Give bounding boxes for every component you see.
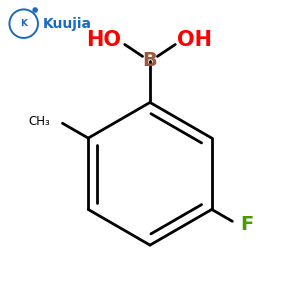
Text: HO: HO xyxy=(86,30,122,50)
Text: OH: OH xyxy=(177,30,212,50)
Text: K: K xyxy=(20,19,27,28)
Text: Kuujia: Kuujia xyxy=(42,17,92,31)
Circle shape xyxy=(33,8,37,12)
Text: B: B xyxy=(142,51,158,70)
Text: CH₃: CH₃ xyxy=(29,115,51,128)
Text: F: F xyxy=(241,215,254,234)
